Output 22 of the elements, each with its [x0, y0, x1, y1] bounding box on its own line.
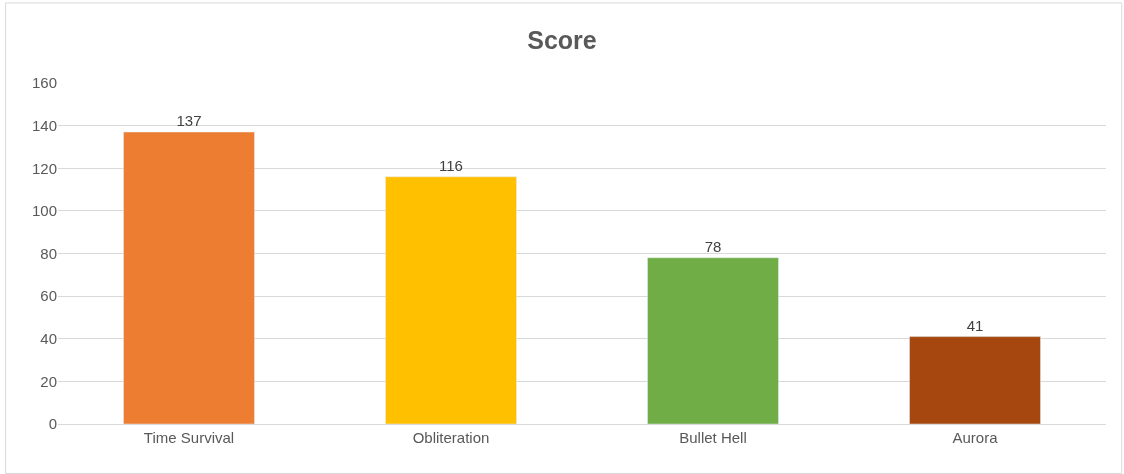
bar	[909, 336, 1041, 424]
bar	[647, 257, 779, 424]
bar	[385, 176, 517, 424]
x-tick-label: Time Survival	[143, 429, 235, 446]
y-tick-label: 80	[40, 244, 57, 262]
y-tick-label: 160	[31, 74, 57, 92]
y-tick-label: 20	[40, 372, 57, 390]
y-tick-label: 140	[31, 116, 57, 134]
y-tick-label: 60	[40, 287, 57, 305]
x-tick-label: Bullet Hell	[679, 429, 747, 446]
x-tick-label: Aurora	[952, 429, 999, 446]
y-tick-label: 0	[48, 415, 57, 433]
x-tick-label: Obliteration	[412, 429, 490, 446]
data-label: 78	[704, 237, 722, 255]
bar	[123, 131, 255, 424]
data-label: 116	[439, 156, 463, 174]
data-label: 137	[176, 112, 202, 130]
y-tick-label: 40	[40, 330, 57, 347]
chart-title: Score	[527, 26, 597, 55]
y-tick-label: 100	[31, 202, 57, 220]
data-label: 41	[966, 316, 984, 334]
y-tick-label: 120	[31, 159, 57, 177]
